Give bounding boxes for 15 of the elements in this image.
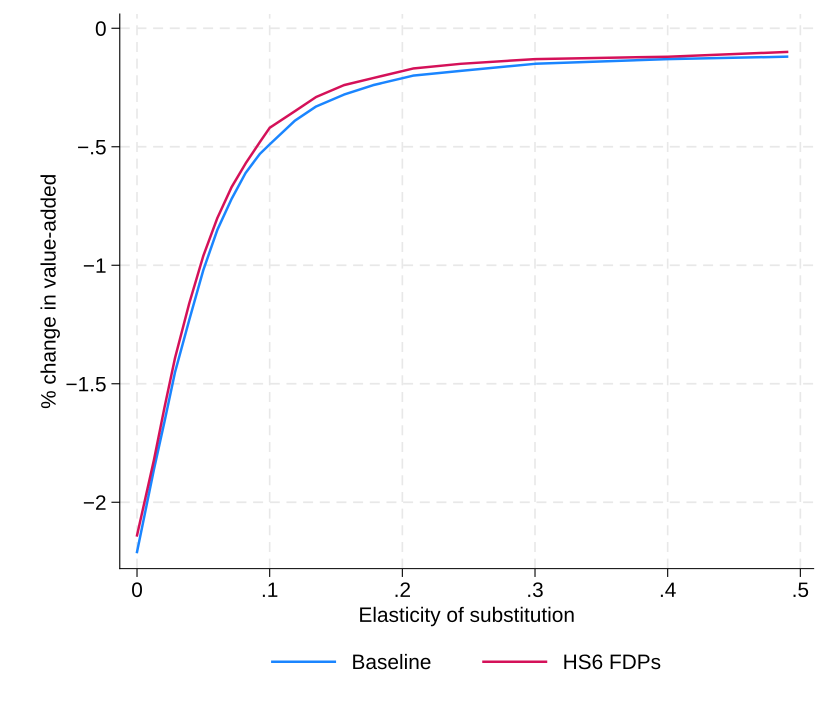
x-axis-title: Elasticity of substitution [360, 606, 574, 626]
x-tick-label: .1 [262, 582, 278, 597]
y-tick-label: 0 [96, 21, 106, 36]
x-tick-label: .4 [660, 582, 676, 597]
legend-label: HS6 FDPs [564, 654, 660, 670]
y-tick-label: −.5 [78, 140, 106, 155]
x-tick-label: 0 [132, 582, 142, 598]
x-tick-label: .2 [396, 582, 410, 597]
y-tick-label: −2 [84, 495, 106, 510]
x-tick-label: .3 [528, 582, 543, 598]
y-axis-title: % change in value-added [40, 175, 60, 408]
y-tick-label: −1 [84, 258, 106, 273]
x-tick-label: .5 [794, 582, 808, 598]
legend-label: Baseline [353, 654, 430, 670]
y-tick-label: −1.5 [66, 376, 106, 392]
